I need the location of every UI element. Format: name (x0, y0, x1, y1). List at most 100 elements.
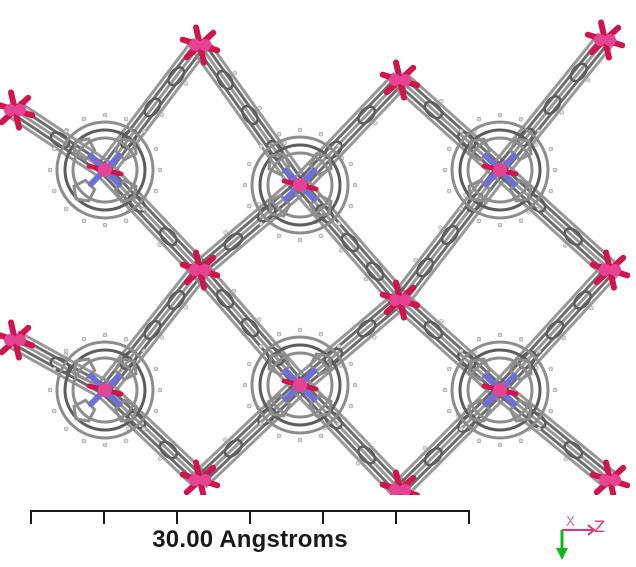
hydrogen-atom (458, 206, 464, 212)
hydrogen-atom (81, 218, 87, 224)
hydrogen-atom (336, 143, 342, 149)
linker-bond (501, 165, 615, 269)
linker-bond (298, 383, 402, 492)
hydrogen-atom (536, 206, 542, 212)
carbon-ring (71, 356, 139, 424)
scale-tick (395, 510, 397, 524)
hydrogen-atom (497, 222, 503, 228)
hydrogen-atom (552, 387, 558, 393)
hydrogen-atom (536, 348, 542, 354)
hydrogen-atom (336, 421, 342, 427)
linker-bond (398, 168, 502, 302)
linker-bond (491, 262, 605, 386)
phenyl-ring (569, 62, 588, 83)
linker-bond (103, 268, 202, 392)
hydrogen-atom (497, 442, 503, 448)
linker-strands (8, 32, 619, 498)
linker-bond (498, 388, 612, 482)
phenyl-ring (365, 261, 385, 282)
linker-bond (106, 385, 205, 479)
hydrogen-atom (102, 442, 108, 448)
metal-atom (199, 39, 211, 51)
linker-bond (502, 41, 611, 175)
metal-atom (594, 34, 606, 46)
hydrogen-atom (258, 421, 264, 427)
linker-bond (298, 183, 402, 302)
hydrogen-atom (81, 438, 87, 444)
phenyl-ring (423, 320, 444, 340)
hydrogen-atom (336, 221, 342, 227)
phenyl-ring (357, 105, 377, 125)
linker-bond (495, 171, 609, 275)
hydrogen-atom (476, 336, 482, 342)
crystal-structure-view (0, 19, 631, 511)
metal-atom (98, 163, 112, 177)
linker-bond (107, 271, 206, 395)
hydrogen-atom (157, 387, 163, 393)
phenyl-ring (143, 320, 162, 340)
phenyl-ring (357, 445, 377, 465)
hydrogen-atom (476, 438, 482, 444)
hydrogen-atom (123, 218, 129, 224)
metal-atom (189, 474, 201, 486)
linker-bond (198, 383, 302, 482)
hydrogen-atom (318, 433, 324, 439)
linker-bond (192, 176, 296, 265)
linker-bond (391, 163, 495, 297)
scale-tick (176, 510, 178, 524)
hydrogen-atom (518, 336, 524, 342)
porphyrin-unit (442, 332, 558, 448)
hydrogen-atom (442, 167, 448, 173)
phenyl-ring (143, 97, 162, 118)
hydrogen-atom (442, 387, 448, 393)
linker-bond (9, 346, 103, 400)
hydrogen-atom (63, 426, 69, 432)
porphyrin-units (47, 112, 558, 448)
hydrogen-atom (231, 288, 237, 294)
hydrogen-atom (446, 188, 452, 194)
hydrogen-atom (102, 332, 108, 338)
scale-tick (249, 510, 251, 524)
hydrogen-atom (242, 182, 248, 188)
metal-atom (399, 74, 411, 86)
carbon-ring (55, 120, 155, 220)
phenyl-ring (423, 447, 443, 467)
hydrogen-atom (297, 327, 303, 333)
carbon-ring (458, 348, 542, 432)
hydrogen-atom (336, 343, 342, 349)
hydrogen-atom (47, 167, 53, 173)
phenyl-ring (49, 131, 71, 149)
linker-bond (392, 305, 496, 399)
metal-node (0, 319, 36, 361)
hydrogen-atom (63, 206, 69, 212)
axis-orientation-triad: X Z (548, 512, 618, 562)
linker-bond (404, 394, 508, 498)
linker-bond (301, 380, 405, 489)
hydrogen-atom (123, 438, 129, 444)
linker-bond (103, 168, 202, 272)
metal-atom (599, 264, 611, 276)
phenyl-ring (416, 257, 434, 278)
phenyl-ring (573, 290, 592, 310)
linker-bond (301, 81, 405, 190)
phenyl-ring (158, 440, 178, 460)
hydrogen-atom (536, 426, 542, 432)
hydrogen-atom (458, 426, 464, 432)
hydrogen-atom (348, 203, 354, 209)
phenyl-ring (256, 204, 277, 223)
linker-bond (201, 386, 305, 485)
phenyl-ring (563, 440, 584, 460)
hydrogen-atom (355, 461, 361, 466)
linker-bond (17, 330, 111, 384)
scale-bar-label: 30.00 Angstroms (152, 526, 348, 553)
linker-bond (498, 168, 612, 272)
metal-node (584, 19, 626, 61)
phenyl-ring (241, 104, 259, 126)
hydrogen-atom (276, 331, 282, 337)
linker-bond (495, 391, 609, 485)
mof-structure-image (0, 19, 631, 511)
hydrogen-atom (348, 403, 354, 409)
metal-atom (293, 178, 307, 192)
metal-atom (14, 334, 26, 346)
hydrogen-atom (159, 335, 165, 340)
